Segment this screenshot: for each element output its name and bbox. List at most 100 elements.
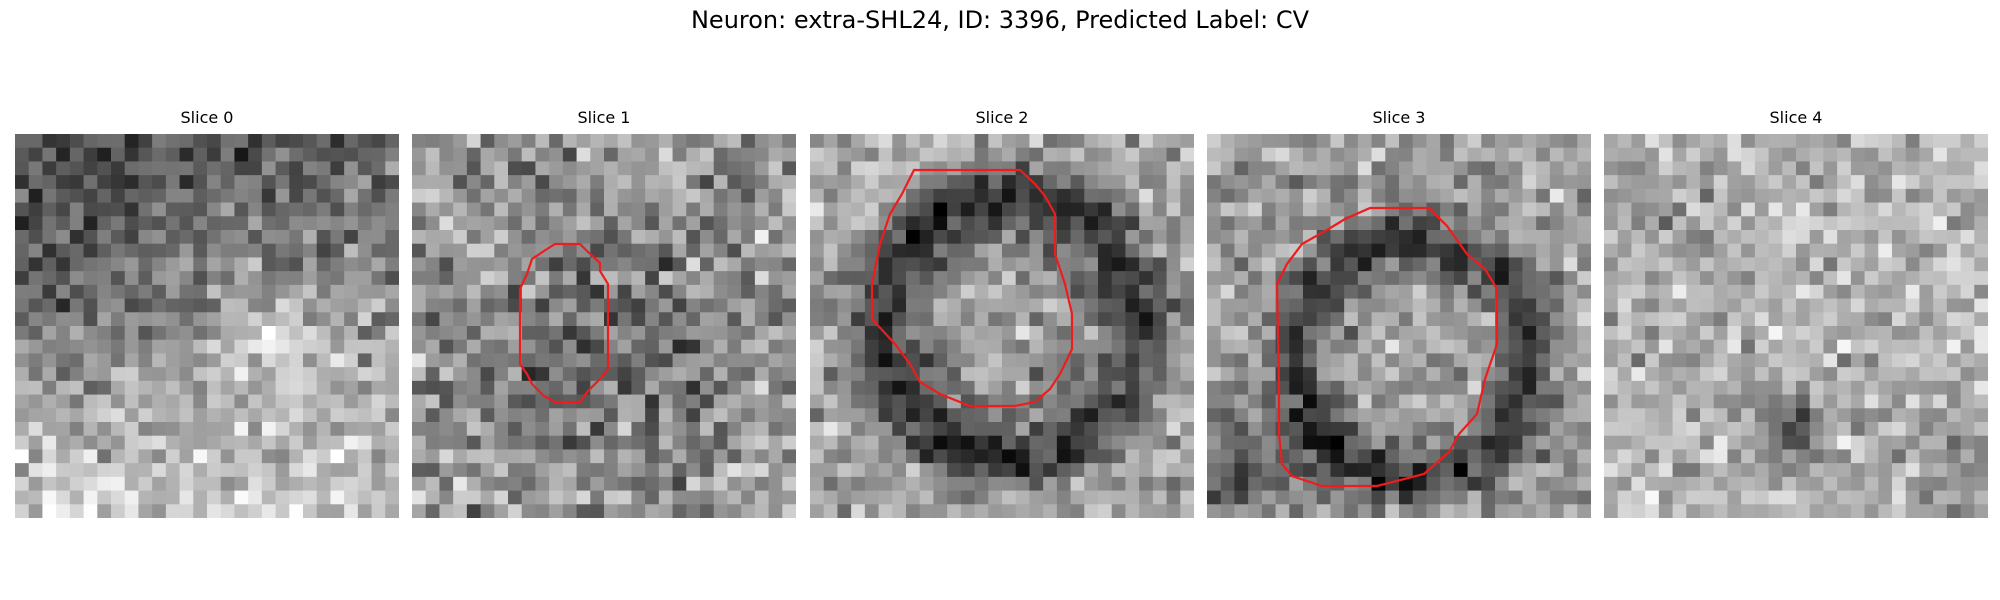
image-pixel	[576, 298, 591, 313]
image-pixel	[1754, 435, 1770, 450]
image-pixel	[1741, 476, 1756, 492]
image-pixel	[1508, 147, 1523, 162]
image-pixel	[754, 230, 770, 245]
image-pixel	[686, 326, 701, 341]
image-pixel	[1631, 353, 1646, 368]
image-pixel	[28, 326, 43, 341]
image-pixel	[713, 147, 728, 162]
image-pixel	[919, 490, 934, 505]
image-pixel	[768, 271, 783, 286]
image-pixel	[1658, 188, 1674, 204]
image-pixel	[42, 449, 57, 464]
image-pixel	[1180, 257, 1194, 272]
image-pixel	[1289, 435, 1304, 450]
image-pixel	[1125, 134, 1140, 149]
image-pixel	[1371, 312, 1386, 327]
image-pixel	[179, 216, 194, 231]
image-pixel	[878, 394, 893, 409]
image-pixel	[1563, 271, 1578, 286]
image-pixel	[1604, 449, 1619, 464]
image-pixel	[371, 161, 386, 176]
image-pixel	[453, 504, 468, 518]
image-pixel	[727, 216, 742, 231]
image-pixel	[111, 408, 126, 423]
image-pixel	[234, 435, 249, 450]
image-pixel	[234, 271, 249, 286]
image-pixel	[1234, 367, 1249, 382]
image-pixel	[892, 147, 907, 162]
image-pixel	[1357, 435, 1373, 450]
image-pixel	[700, 435, 715, 450]
image-pixel	[425, 435, 440, 450]
image-pixel	[919, 476, 934, 492]
image-pixel	[974, 147, 989, 162]
image-pixel	[919, 408, 934, 423]
image-pixel	[1563, 449, 1578, 464]
image-pixel	[1166, 202, 1181, 217]
image-pixel	[261, 175, 277, 190]
image-pixel	[1426, 326, 1441, 341]
image-pixel	[810, 353, 825, 368]
image-pixel	[466, 298, 482, 313]
image-pixel	[823, 216, 838, 231]
image-pixel	[207, 394, 222, 409]
image-pixel	[837, 490, 852, 505]
image-pixel	[851, 312, 866, 327]
image-pixel	[1933, 243, 1948, 258]
image-pixel	[631, 380, 646, 396]
image-pixel	[851, 202, 866, 217]
image-pixel	[686, 490, 701, 505]
image-pixel	[1357, 312, 1373, 327]
image-pixel	[1207, 408, 1222, 423]
image-pixel	[1631, 243, 1646, 258]
image-pixel	[1892, 422, 1907, 437]
image-pixel	[686, 476, 701, 492]
image-pixel	[1645, 202, 1660, 217]
image-pixel	[700, 476, 715, 492]
image-pixel	[576, 284, 591, 300]
image-pixel	[1111, 367, 1126, 382]
image-pixel	[1412, 298, 1427, 313]
image-pixel	[1809, 202, 1824, 217]
image-pixel	[1974, 353, 1988, 368]
image-pixel	[906, 147, 921, 162]
image-pixel	[1672, 449, 1687, 464]
image-pixel	[1002, 175, 1017, 190]
image-pixel	[1700, 284, 1715, 300]
image-pixel	[1892, 339, 1907, 354]
image-pixel	[1522, 380, 1537, 396]
image-pixel	[892, 408, 907, 423]
image-pixel	[672, 147, 687, 162]
image-pixel	[1261, 422, 1277, 437]
image-pixel	[1536, 504, 1551, 518]
image-pixel	[960, 230, 976, 245]
image-pixel	[1768, 202, 1783, 217]
image-pixel	[741, 230, 756, 245]
image-pixel	[1399, 326, 1414, 341]
image-pixel	[97, 243, 112, 258]
image-pixel	[947, 380, 962, 396]
image-pixel	[1440, 463, 1455, 478]
image-pixel	[1672, 312, 1687, 327]
image-pixel	[316, 367, 331, 382]
image-pixel	[1563, 435, 1578, 450]
image-pixel	[1098, 394, 1113, 409]
image-pixel	[1275, 230, 1290, 245]
image-pixel	[1426, 298, 1441, 313]
image-pixel	[357, 504, 373, 518]
image-pixel	[631, 202, 646, 217]
image-pixel	[1522, 408, 1537, 423]
image-pixel	[1289, 490, 1304, 505]
image-pixel	[700, 326, 715, 341]
image-pixel	[15, 271, 30, 286]
image-pixel	[1426, 422, 1441, 437]
image-pixel	[28, 175, 43, 190]
image-pixel	[645, 271, 660, 286]
image-pixel	[138, 422, 153, 437]
image-pixel	[713, 394, 728, 409]
image-pixel	[933, 230, 948, 245]
image-pixel	[124, 476, 139, 492]
image-pixel	[439, 230, 454, 245]
image-pixel	[1878, 175, 1893, 190]
image-pixel	[207, 175, 222, 190]
